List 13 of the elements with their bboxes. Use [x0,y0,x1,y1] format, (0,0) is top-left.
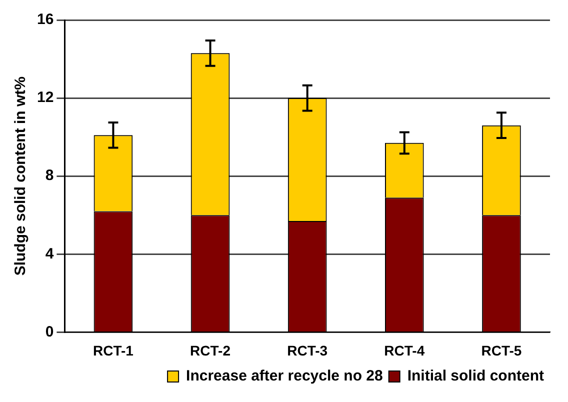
legend-label: Increase after recycle no 28 [186,368,383,385]
x-tick-label: RCT-2 [190,342,231,358]
y-tick-label: 16 [36,11,54,28]
x-tick-label: RCT-5 [481,342,522,358]
y-tick-label: 0 [45,323,54,340]
y-tick-label: 12 [36,89,54,106]
y-axis-title: Sludge solid content in wt% [12,76,30,276]
x-tick-label: RCT-4 [384,342,425,358]
y-tick-label: 8 [45,167,54,184]
x-tick-label: RCT-1 [92,342,134,358]
y-tick-label: 4 [45,245,54,262]
x-tick-label: RCT-3 [287,342,328,358]
legend-label: Initial solid content [407,368,544,385]
